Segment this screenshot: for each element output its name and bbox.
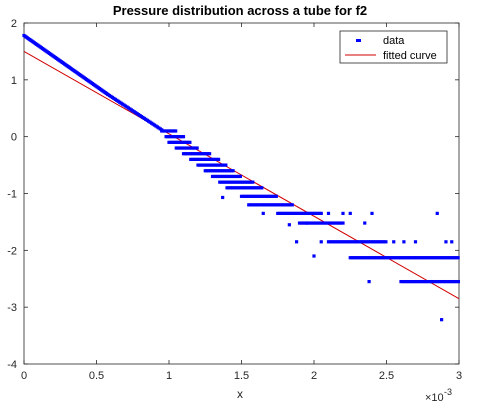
data-point (457, 256, 460, 259)
data-point (188, 141, 191, 144)
data-point (444, 240, 447, 243)
data-point (305, 221, 308, 224)
data-point (414, 240, 417, 243)
y-tick-label: -1 (7, 189, 17, 201)
data-point (341, 212, 344, 215)
data-point (320, 212, 323, 215)
data-point (231, 169, 234, 172)
x-tick-label: 2 (311, 370, 317, 382)
data-point (262, 212, 265, 215)
x-tick-label: 0.5 (89, 370, 104, 382)
data-point (327, 212, 330, 215)
data-point (384, 240, 387, 243)
legend-marker-data (356, 39, 361, 42)
x-tick-label: 0 (21, 370, 27, 382)
data-point (440, 318, 443, 321)
data-point (291, 203, 294, 206)
data-point (275, 195, 278, 198)
legend-label-data: data (383, 35, 405, 47)
data-point (239, 175, 242, 178)
data-point (312, 254, 315, 257)
data-point (341, 221, 344, 224)
y-tick-label: 1 (11, 75, 17, 87)
data-point (182, 135, 185, 138)
y-tick-label: -3 (7, 302, 17, 314)
y-tick-label: 0 (11, 132, 17, 144)
data-point (368, 280, 371, 283)
data-point (221, 196, 224, 199)
legend-label-fit: fitted curve (383, 50, 437, 62)
data-point (402, 240, 405, 243)
data-point (295, 240, 298, 243)
data-point (320, 240, 323, 243)
data-point (251, 181, 254, 184)
data-point (217, 158, 220, 161)
data-point (260, 186, 263, 189)
data-point (450, 240, 453, 243)
x-tick-label: 1.5 (234, 370, 249, 382)
data-point (457, 280, 460, 283)
data-point (370, 212, 373, 215)
data-point (196, 146, 199, 149)
x-axis-exponent-base: ×10 (425, 392, 444, 404)
data-point (224, 163, 227, 166)
x-tick-label: 3 (456, 370, 462, 382)
data-point (288, 223, 291, 226)
y-tick-label: 2 (11, 18, 17, 30)
data-point (208, 152, 211, 155)
x-axis-label: x (237, 387, 243, 401)
chart-title: Pressure distribution across a tube for … (113, 3, 367, 18)
data-point (349, 212, 352, 215)
y-tick-label: -2 (7, 245, 17, 257)
data-point (363, 221, 366, 224)
data-point (392, 240, 395, 243)
y-tick-label: -4 (7, 359, 17, 371)
data-point (174, 129, 177, 132)
data-point (436, 212, 439, 215)
x-tick-label: 2.5 (379, 370, 394, 382)
x-tick-label: 1 (166, 370, 172, 382)
x-axis-exponent-power: -3 (444, 387, 452, 397)
legend: data fitted curve (340, 31, 447, 63)
